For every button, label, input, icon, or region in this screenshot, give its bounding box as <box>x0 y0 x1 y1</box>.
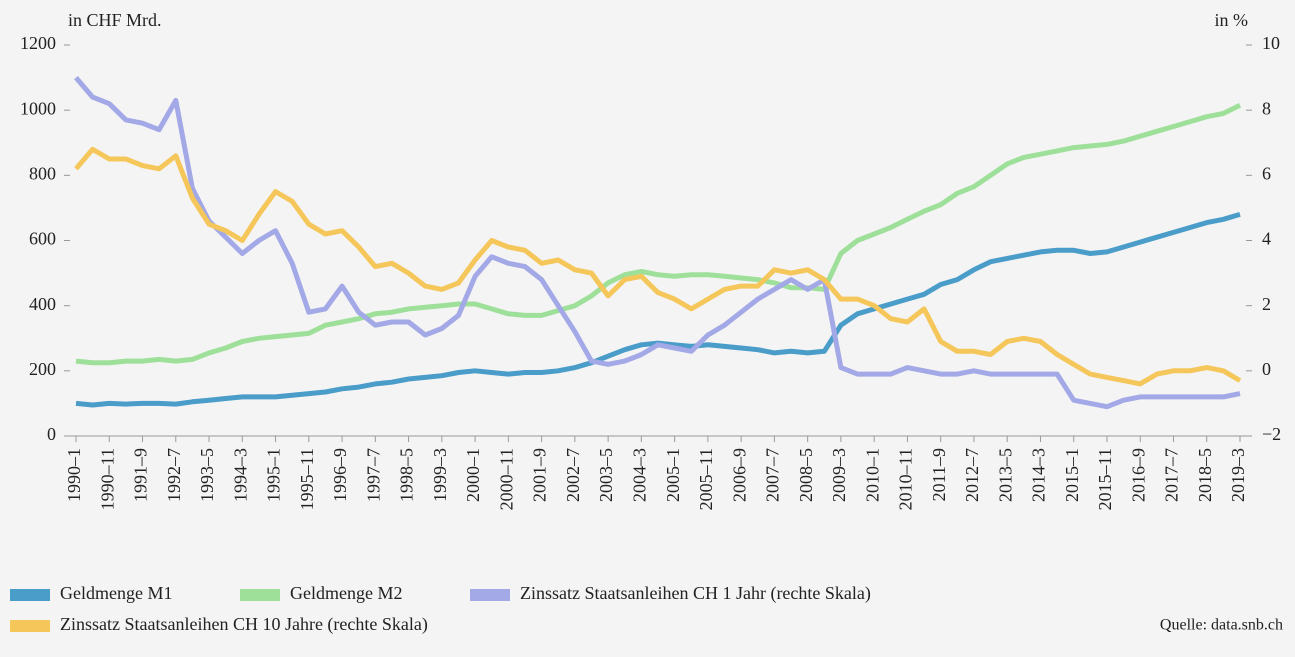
series-line <box>75 103 1242 366</box>
y2-tick-label: −2 <box>1262 424 1281 444</box>
x-tick-label: 2010–1 <box>862 448 882 502</box>
series-line <box>74 75 1241 410</box>
x-tick-label: 1995–1 <box>264 448 284 502</box>
x-tick-label: 2005–11 <box>696 448 716 510</box>
legend-label: Geldmenge M2 <box>290 583 402 603</box>
x-tick-label: 1990–11 <box>97 448 117 510</box>
y-tick-label: 0 <box>47 424 56 444</box>
x-tick-label: 2011–9 <box>929 448 949 501</box>
legend-swatch <box>240 589 280 601</box>
y2-tick-label: 0 <box>1262 359 1271 379</box>
x-tick-label: 2004–3 <box>629 448 649 502</box>
y-tick-label: 400 <box>29 294 56 314</box>
legend-label: Zinssatz Staatsanleihen CH 1 Jahr (recht… <box>520 583 871 604</box>
y-tick-label: 600 <box>29 229 56 249</box>
x-tick-label: 2016–9 <box>1128 448 1148 502</box>
y2-tick-label: 4 <box>1262 229 1271 249</box>
x-tick-label: 1993–5 <box>197 448 217 502</box>
legend-label: Zinssatz Staatsanleihen CH 10 Jahre (rec… <box>60 614 428 635</box>
source: Quelle: data.snb.ch <box>1160 617 1283 634</box>
x-tick-label: 2000–1 <box>463 448 483 502</box>
x-tick-label: 2007–7 <box>763 448 783 502</box>
x-tick-label: 2008–5 <box>796 448 816 502</box>
x-tick-label: 2000–11 <box>496 448 516 510</box>
x-tick-label: 2019–3 <box>1228 448 1248 502</box>
x-tick-label: 2018–5 <box>1195 448 1215 502</box>
legend-swatch <box>470 589 510 601</box>
x-tick-label: 2005–1 <box>663 448 683 502</box>
x-tick-label: 2015–1 <box>1062 448 1082 502</box>
y-axis-label: in CHF Mrd. <box>68 10 162 30</box>
y2-axis-label: in % <box>1215 10 1249 30</box>
y-tick-label: 800 <box>29 163 56 183</box>
x-tick-label: 2009–3 <box>829 448 849 502</box>
y2-tick-label: 10 <box>1262 33 1280 53</box>
legend-label: Geldmenge M1 <box>60 583 172 603</box>
legend-swatch <box>10 589 50 601</box>
y-tick-label: 1200 <box>20 33 56 53</box>
x-tick-label: 2017–7 <box>1162 448 1182 502</box>
x-tick-label: 2013–5 <box>995 448 1015 502</box>
x-tick-label: 1995–11 <box>297 448 317 510</box>
x-tick-label: 1991–9 <box>131 448 151 502</box>
x-tick-label: 1998–5 <box>397 448 417 502</box>
x-tick-label: 1990–1 <box>64 448 84 502</box>
x-tick-label: 2006–9 <box>729 448 749 502</box>
x-tick-label: 2014–3 <box>1029 448 1049 502</box>
x-tick-label: 1994–3 <box>230 448 250 502</box>
x-tick-label: 1997–7 <box>363 448 383 502</box>
x-tick-label: 2010–11 <box>896 448 916 510</box>
y2-tick-label: 2 <box>1262 294 1271 314</box>
x-tick-label: 2001–9 <box>530 448 550 502</box>
x-tick-label: 1999–3 <box>430 448 450 502</box>
y-tick-label: 1000 <box>20 98 56 118</box>
y2-tick-label: 8 <box>1262 98 1271 118</box>
x-tick-label: 2003–5 <box>596 448 616 502</box>
y-tick-label: 200 <box>29 359 56 379</box>
x-tick-label: 2015–11 <box>1095 448 1115 510</box>
y2-tick-label: 6 <box>1262 163 1271 183</box>
x-tick-label: 2012–7 <box>962 448 982 502</box>
x-tick-label: 1996–9 <box>330 448 350 502</box>
series-line <box>74 146 1242 387</box>
x-tick-label: 2002–7 <box>563 448 583 502</box>
x-tick-label: 1992–7 <box>164 448 184 502</box>
legend-swatch <box>10 620 50 632</box>
